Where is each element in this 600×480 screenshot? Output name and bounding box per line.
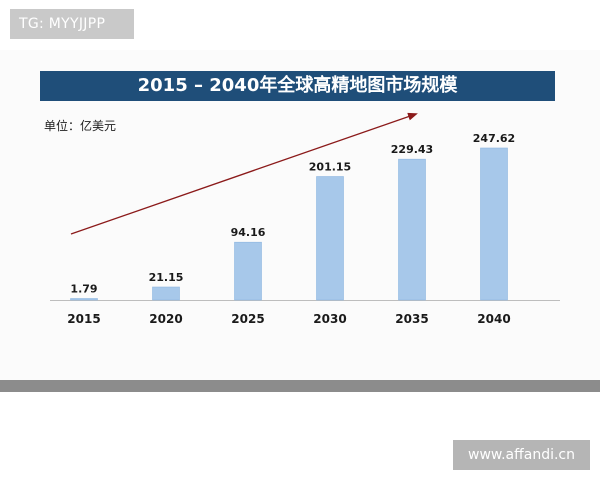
bar-2030 (316, 176, 344, 301)
bar-2035 (398, 158, 426, 301)
x-tick-label-2020: 2020 (149, 312, 182, 326)
x-tick-label-2015: 2015 (67, 312, 100, 326)
chart-title: 2015 – 2040年全球高精地图市场规模 (40, 71, 555, 101)
value-label-2025: 94.16 (231, 226, 266, 239)
value-label-2040: 247.62 (473, 132, 515, 145)
x-tick-label-2025: 2025 (231, 312, 264, 326)
site-watermark: www.affandi.cn (453, 440, 590, 470)
value-label-2015: 1.79 (70, 283, 97, 296)
tg-watermark: TG: MYYJJPP (10, 9, 134, 39)
bar-2020 (152, 286, 180, 301)
trend-arrow (70, 112, 418, 235)
value-label-2030: 201.15 (309, 161, 351, 174)
value-label-2035: 229.43 (391, 143, 433, 156)
bar-2015 (70, 298, 98, 301)
x-tick-label-2030: 2030 (313, 312, 346, 326)
x-tick-label-2035: 2035 (395, 312, 428, 326)
value-label-2020: 21.15 (149, 271, 184, 284)
bottom-divider-band (0, 380, 600, 392)
unit-label: 单位：亿美元 (44, 119, 117, 133)
bar-2025 (234, 241, 262, 301)
bar-2040 (480, 147, 508, 301)
x-tick-label-2040: 2040 (477, 312, 510, 326)
